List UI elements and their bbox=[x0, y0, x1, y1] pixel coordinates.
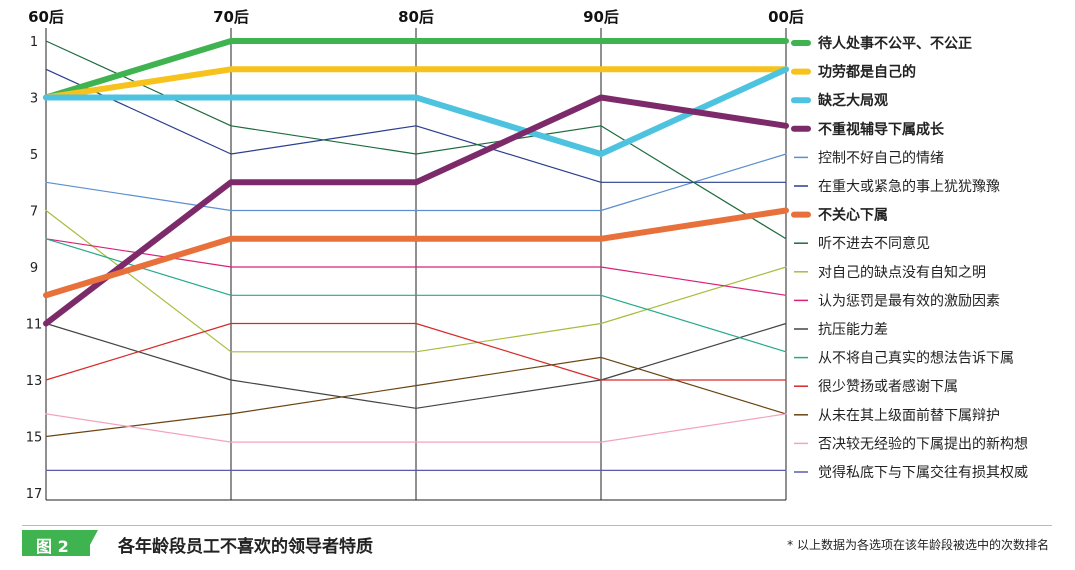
column-label: 00后 bbox=[768, 8, 804, 26]
figure-caption: 图 2 各年龄段员工不喜欢的领导者特质 * 以上数据为各选项在该年龄段被选中的次… bbox=[0, 520, 1075, 570]
y-tick-label: 9 bbox=[30, 261, 38, 276]
legend-label: 在重大或紧急的事上犹犹豫豫 bbox=[818, 179, 1000, 195]
legend-label: 功劳都是自己的 bbox=[818, 64, 916, 81]
legend-label: 认为惩罚是最有效的激励因素 bbox=[818, 292, 1000, 309]
caption-divider bbox=[22, 525, 1052, 526]
legend-label: 从不将自己真实的想法告诉下属 bbox=[818, 351, 1014, 367]
y-tick-label: 3 bbox=[30, 92, 38, 107]
column-label: 90后 bbox=[583, 8, 619, 26]
series-line bbox=[45, 238, 787, 353]
legend-label: 从未在其上级面前替下属辩护 bbox=[818, 407, 1000, 424]
legend-label: 缺乏大局观 bbox=[818, 92, 888, 109]
y-tick-label: 17 bbox=[26, 487, 43, 502]
figure-note: * 以上数据为各选项在该年龄段被选中的次数排名 bbox=[787, 538, 1049, 552]
series-line bbox=[43, 66, 789, 157]
series-line bbox=[43, 207, 789, 299]
figure-title: 各年龄段员工不喜欢的领导者特质 bbox=[118, 537, 373, 557]
series-line bbox=[45, 322, 787, 409]
series-line bbox=[43, 94, 789, 327]
series-line bbox=[45, 322, 787, 381]
column-label: 80后 bbox=[398, 8, 434, 26]
legend-label: 觉得私底下与下属交往有损其权威 bbox=[818, 464, 1028, 481]
column-gridlines bbox=[45, 28, 787, 501]
column-label: 70后 bbox=[213, 8, 249, 26]
figure-number: 图 2 bbox=[36, 537, 69, 556]
figure-badge: 图 2 bbox=[22, 530, 100, 556]
series-line bbox=[43, 66, 789, 101]
y-tick-label: 13 bbox=[26, 374, 43, 389]
legend-label: 听不进去不同意见 bbox=[818, 235, 930, 252]
y-tick-label: 1 bbox=[30, 35, 38, 50]
y-tick-label: 7 bbox=[30, 205, 38, 220]
series-line bbox=[45, 68, 787, 183]
series-line bbox=[45, 209, 787, 353]
legend-label: 对自己的缺点没有自知之明 bbox=[818, 264, 986, 281]
legend-label: 控制不好自己的情绪 bbox=[818, 150, 944, 166]
column-labels: 60后 70后 80后 90后 00后 bbox=[28, 8, 804, 26]
series-lines bbox=[43, 38, 789, 471]
y-tick-label: 11 bbox=[26, 318, 43, 333]
column-label: 60后 bbox=[28, 8, 64, 26]
series-line bbox=[45, 356, 787, 438]
series-line bbox=[43, 38, 789, 101]
series-line bbox=[45, 413, 787, 443]
y-tick-label: 5 bbox=[30, 148, 38, 163]
y-tick-label: 15 bbox=[26, 431, 43, 446]
legend-label: 否决较无经验的下属提出的新构想 bbox=[818, 436, 1028, 452]
series-line bbox=[45, 153, 787, 212]
legend-label: 抗压能力差 bbox=[818, 322, 888, 338]
legend-label: 待人处事不公平、不公正 bbox=[818, 35, 972, 52]
legend: 待人处事不公平、不公正功劳都是自己的缺乏大局观不重视辅导下属成长控制不好自己的情… bbox=[791, 35, 1028, 481]
legend-label: 很少赞扬或者感谢下属 bbox=[818, 378, 958, 395]
legend-label: 不关心下属 bbox=[818, 207, 888, 224]
legend-label: 不重视辅导下属成长 bbox=[818, 121, 945, 138]
